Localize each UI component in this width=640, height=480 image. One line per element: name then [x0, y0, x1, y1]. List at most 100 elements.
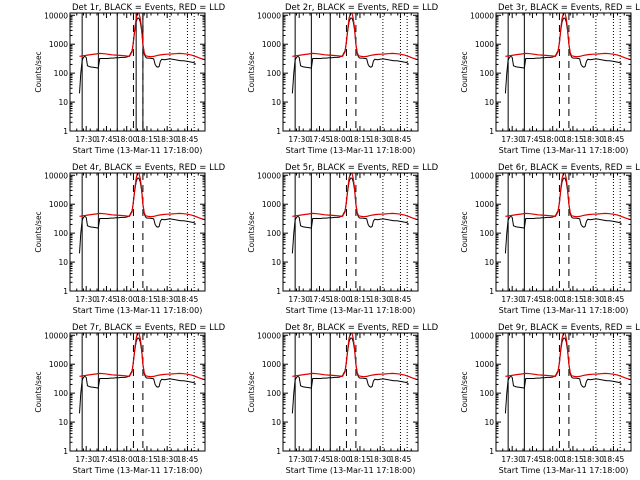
x-tick-label: 18:45 — [177, 295, 199, 304]
y-tick-label: 1000 — [475, 360, 494, 369]
x-tick-label: 18:30 — [156, 455, 178, 464]
chart-title: Det 8r, BLACK = Events, RED = LLD — [285, 323, 439, 333]
events-series-line — [79, 337, 196, 414]
y-tick-label: 1 — [276, 287, 281, 296]
y-tick-label: 1000 — [262, 360, 281, 369]
plot-area — [291, 13, 417, 131]
events-series-line — [291, 17, 409, 94]
lld-series-line — [505, 333, 630, 380]
plot-area — [79, 173, 204, 291]
plot-frame — [282, 12, 419, 132]
x-tick-label: 18:30 — [156, 135, 178, 144]
x-tick-label: 17:45 — [309, 455, 331, 464]
x-tick-label: 18:45 — [390, 135, 412, 144]
plot-frame — [282, 332, 419, 452]
x-tick-label: 17:30 — [288, 295, 310, 304]
chart-title: Det 3r, BLACK = Events, RED = LLD — [498, 3, 640, 13]
x-tick-label: 18:30 — [369, 135, 391, 144]
y-tick-label: 10 — [58, 418, 68, 427]
x-axis-label: Start Time (13-Mar-11 17:18:00) — [73, 466, 203, 475]
x-tick-label: 17:45 — [96, 135, 118, 144]
chart-panel-9: Det 9r, BLACK = Events, RED = LLD Counts/… — [460, 323, 640, 475]
x-tick-label: 17:30 — [501, 135, 523, 144]
y-tick-label: 1000 — [475, 40, 494, 49]
events-series-line — [504, 337, 622, 414]
y-tick-label: 1 — [63, 447, 68, 456]
x-tick-label: 18:45 — [603, 295, 625, 304]
y-tick-label: 1000 — [49, 360, 68, 369]
y-tick-label: 1 — [276, 127, 281, 136]
y-tick-label: 100 — [480, 389, 495, 398]
x-tick-label: 17:45 — [309, 295, 331, 304]
x-axis-label: Start Time (13-Mar-11 17:18:00) — [499, 306, 629, 315]
x-axis-label: Start Time (13-Mar-11 17:18:00) — [286, 306, 416, 315]
x-tick-label: 18:00 — [542, 295, 564, 304]
x-tick-label: 18:15 — [136, 135, 158, 144]
x-tick-label: 18:15 — [562, 135, 584, 144]
x-tick-label: 18:45 — [390, 295, 412, 304]
x-axis-label: Start Time (13-Mar-11 17:18:00) — [73, 146, 203, 155]
y-axis-label: Counts/sec — [34, 51, 43, 92]
lld-series-line — [505, 13, 630, 60]
chart-panel-5: Det 5r, BLACK = Events, RED = LLD Counts/… — [247, 163, 439, 315]
y-axis-label: Counts/sec — [247, 211, 256, 252]
y-tick-label: 10 — [58, 98, 68, 107]
y-tick-label: 1 — [489, 447, 494, 456]
y-tick-label: 1000 — [49, 200, 68, 209]
y-axis-label: Counts/sec — [460, 51, 469, 92]
y-tick-label: 100 — [54, 69, 69, 78]
chart-panel-3: Det 3r, BLACK = Events, RED = LLD Counts/… — [460, 3, 640, 155]
y-tick-label: 10 — [271, 258, 281, 267]
chart-title: Det 5r, BLACK = Events, RED = LLD — [285, 163, 439, 173]
y-axis-label: Counts/sec — [34, 371, 43, 412]
y-tick-label: 10000 — [44, 11, 68, 20]
y-axis-label: Counts/sec — [247, 51, 256, 92]
x-axis-label: Start Time (13-Mar-11 17:18:00) — [286, 146, 416, 155]
y-tick-label: 100 — [267, 229, 282, 238]
y-tick-label: 100 — [267, 389, 282, 398]
chart-title: Det 2r, BLACK = Events, RED = LLD — [285, 3, 439, 13]
x-tick-label: 18:30 — [582, 295, 604, 304]
x-tick-label: 18:30 — [582, 135, 604, 144]
y-tick-label: 100 — [54, 229, 69, 238]
x-tick-label: 18:15 — [136, 455, 158, 464]
y-tick-label: 1000 — [49, 40, 68, 49]
y-axis-label: Counts/sec — [460, 371, 469, 412]
plot-frame — [69, 12, 206, 132]
x-tick-label: 18:00 — [116, 455, 138, 464]
x-tick-label: 17:30 — [75, 135, 97, 144]
y-tick-label: 1 — [489, 287, 494, 296]
y-tick-label: 10 — [271, 98, 281, 107]
x-axis-label: Start Time (13-Mar-11 17:18:00) — [73, 306, 203, 315]
lld-series-line — [292, 333, 417, 380]
x-tick-label: 18:30 — [156, 295, 178, 304]
y-tick-label: 1 — [63, 127, 68, 136]
y-tick-label: 100 — [480, 69, 495, 78]
plot-frame — [495, 172, 632, 292]
x-tick-label: 17:30 — [288, 455, 310, 464]
lld-series-line — [79, 173, 204, 220]
y-tick-label: 100 — [267, 69, 282, 78]
lld-series-line — [79, 333, 204, 380]
events-series-line — [291, 337, 409, 414]
y-tick-label: 10000 — [470, 331, 494, 340]
events-series-line — [79, 17, 196, 94]
plot-frame — [495, 12, 632, 132]
y-axis-label: Counts/sec — [34, 211, 43, 252]
x-tick-label: 18:15 — [349, 295, 371, 304]
y-tick-label: 10000 — [44, 331, 68, 340]
chart-title: Det 4r, BLACK = Events, RED = LLD — [72, 163, 226, 173]
x-tick-label: 18:00 — [329, 455, 351, 464]
chart-panel-4: Det 4r, BLACK = Events, RED = LLD Counts/… — [34, 163, 226, 315]
y-tick-label: 1 — [489, 127, 494, 136]
x-tick-label: 18:45 — [603, 135, 625, 144]
x-tick-label: 18:15 — [562, 455, 584, 464]
chart-panel-2: Det 2r, BLACK = Events, RED = LLD Counts/… — [247, 3, 439, 155]
chart-title: Det 1r, BLACK = Events, RED = LLD — [72, 3, 226, 13]
x-tick-label: 18:00 — [329, 295, 351, 304]
events-series-line — [504, 17, 622, 94]
chart-title: Det 7r, BLACK = Events, RED = LLD — [72, 323, 226, 333]
plot-area — [504, 173, 630, 291]
x-tick-label: 17:30 — [501, 295, 523, 304]
x-tick-label: 17:45 — [522, 455, 544, 464]
